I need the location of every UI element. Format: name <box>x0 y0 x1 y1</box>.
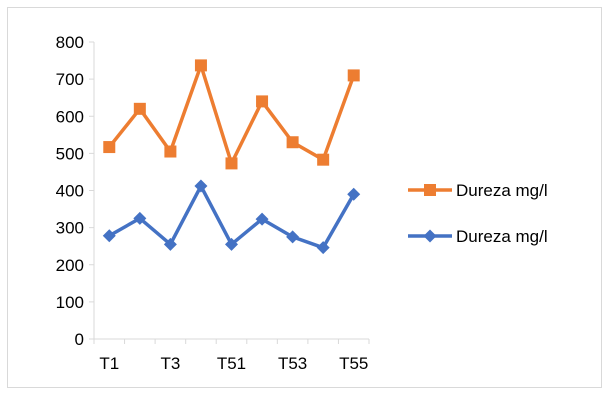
data-point-2 <box>194 179 208 193</box>
legend-label-1: Dureza mg/l <box>456 181 548 200</box>
y-tick-label: 300 <box>56 219 84 238</box>
data-point-1 <box>317 153 330 166</box>
legend-marker-1 <box>424 184 436 196</box>
y-tick-label: 500 <box>56 144 84 163</box>
data-point-1 <box>286 136 299 149</box>
x-tick-label: T51 <box>217 354 246 373</box>
y-tick-label: 700 <box>56 70 84 89</box>
x-tick-label: T55 <box>339 354 368 373</box>
series-layer <box>102 59 361 255</box>
legend-label-2: Dureza mg/l <box>456 227 548 246</box>
data-point-1 <box>194 59 207 72</box>
data-point-2 <box>316 241 330 255</box>
y-tick-label: 600 <box>56 107 84 126</box>
data-point-2 <box>225 237 238 251</box>
x-tick-label: T53 <box>278 354 307 373</box>
y-tick-label: 100 <box>56 293 84 312</box>
line-chart: 0 100 200 300 400 500 600 700 800 T1 T3 T51 T53 T55 D… <box>56 33 548 373</box>
chart-frame: 0 100 200 300 400 500 600 700 800 T1 T3 T51 T53 T55 D… <box>7 7 602 388</box>
y-tick-label: 200 <box>56 256 84 275</box>
x-tick-label: T1 <box>99 354 119 373</box>
data-point-2 <box>102 229 116 243</box>
series-line-1 <box>107 63 356 166</box>
data-point-1 <box>164 145 177 158</box>
y-tick-label: 800 <box>56 33 84 52</box>
y-tick-label: 0 <box>75 330 84 349</box>
data-point-1 <box>256 95 269 108</box>
data-point-2 <box>133 211 147 225</box>
data-point-1 <box>225 157 238 170</box>
legend-marker-2 <box>423 229 437 243</box>
data-point-2 <box>347 187 361 201</box>
axes: 0 100 200 300 400 500 600 700 800 T1 T3 T51 T53 T55 <box>56 33 370 373</box>
data-point-1 <box>347 69 360 82</box>
x-tick-label: T3 <box>160 354 180 373</box>
data-point-2 <box>163 237 177 251</box>
y-tick-label: 400 <box>56 182 84 201</box>
data-point-1 <box>133 102 146 115</box>
legend: Dureza mg/l Dureza mg/l <box>408 181 548 246</box>
data-point-1 <box>103 141 116 154</box>
data-point-2 <box>286 230 300 244</box>
